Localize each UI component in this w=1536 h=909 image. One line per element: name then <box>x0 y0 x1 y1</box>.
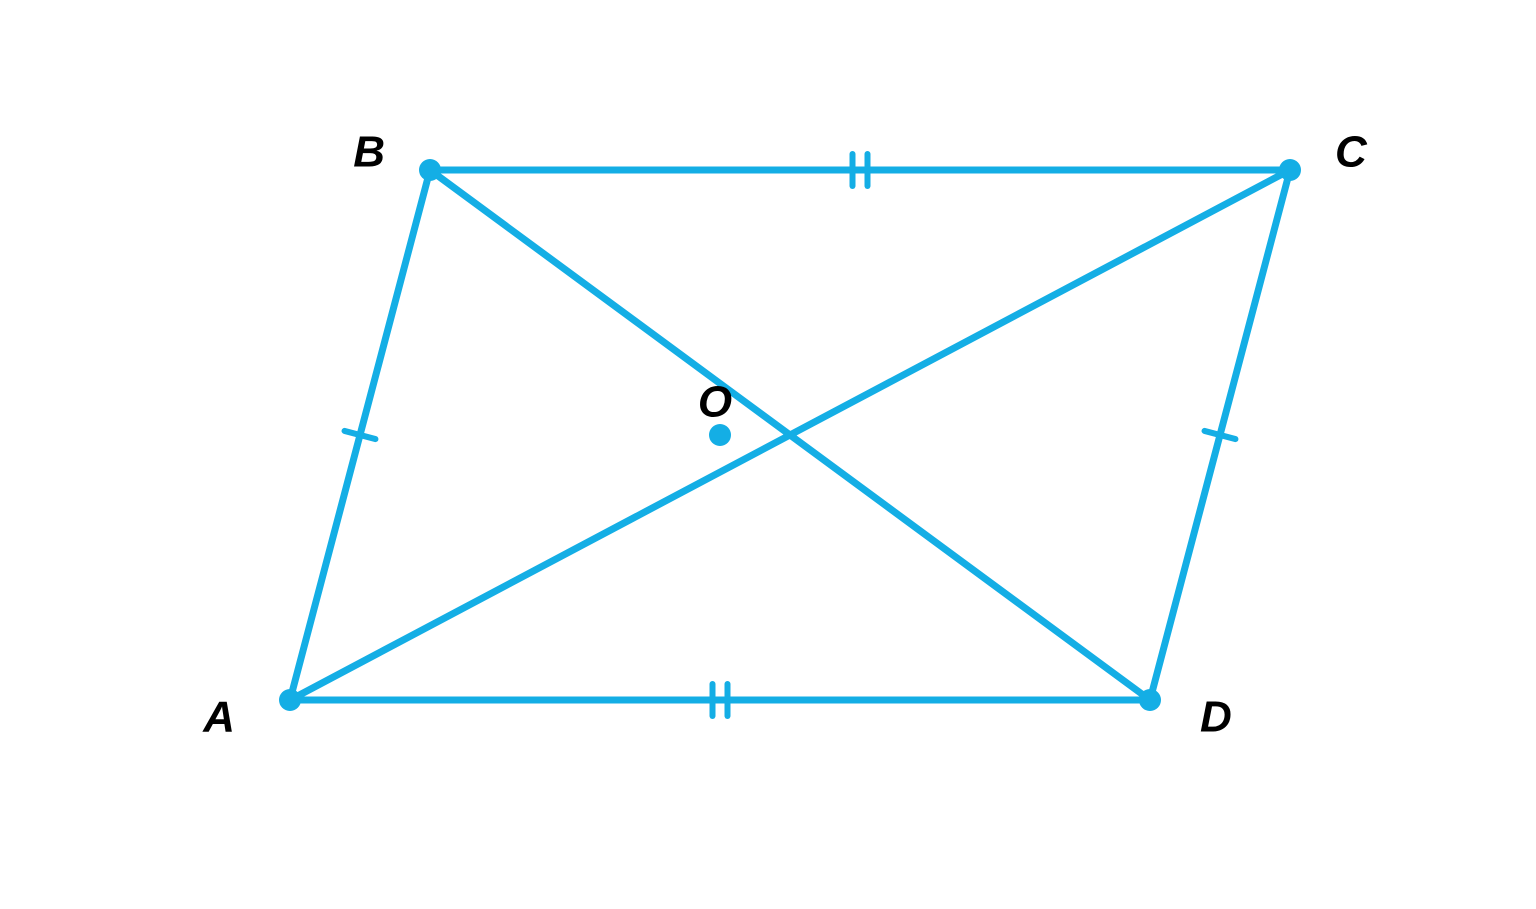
vertex-label-A: A <box>202 693 235 742</box>
vertex-C <box>1279 159 1301 181</box>
vertex-label-C: C <box>1335 128 1368 177</box>
vertex-A <box>279 689 301 711</box>
vertex-label-O: O <box>698 378 732 427</box>
vertex-D <box>1139 689 1161 711</box>
vertex-label-B: B <box>353 128 385 177</box>
vertex-B <box>419 159 441 181</box>
vertex-O <box>709 424 731 446</box>
parallelogram-diagram: A B C D O <box>0 0 1536 909</box>
diagram-background <box>0 0 1536 909</box>
vertex-label-D: D <box>1200 693 1232 742</box>
